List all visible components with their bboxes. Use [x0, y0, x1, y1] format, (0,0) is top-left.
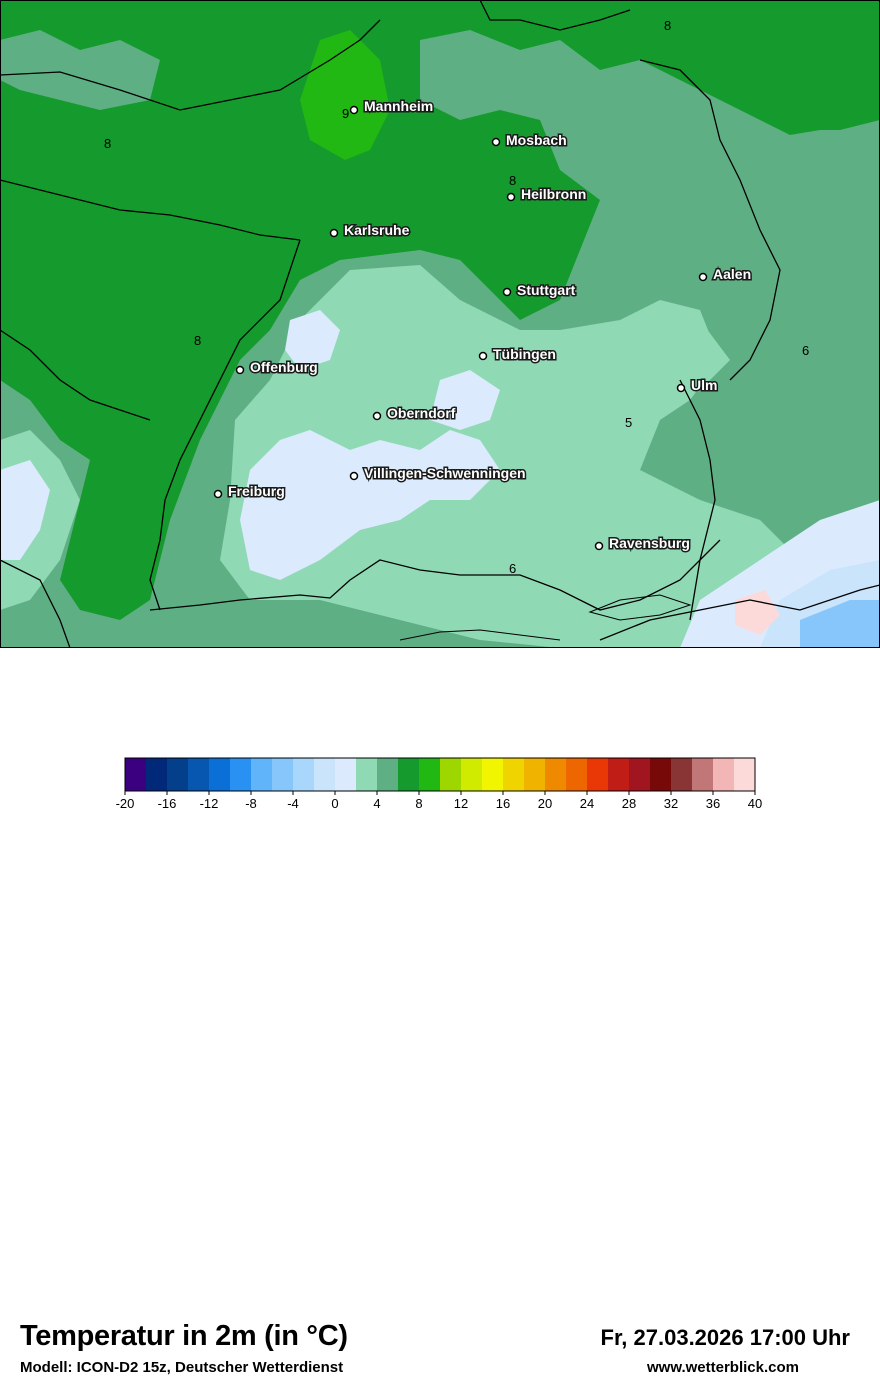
city-label: Ravensburg	[609, 535, 690, 551]
city-label: Aalen	[713, 266, 751, 282]
temperature-map: 8 9 8 8 8 6 5 6 Mannheim Mosbach Heilbro…	[0, 0, 880, 648]
city-oberndorf[interactable]: Oberndorf	[372, 404, 457, 423]
region-2-to-4-alb	[430, 370, 500, 430]
city-marker	[491, 137, 501, 147]
city-marker	[372, 411, 382, 421]
city-mosbach[interactable]: Mosbach	[491, 131, 568, 150]
city-marker	[506, 192, 516, 202]
region-8-to-10-rhine-west	[0, 160, 60, 300]
city-ravensburg[interactable]: Ravensburg	[594, 534, 691, 553]
city-label: Freiburg	[228, 483, 285, 499]
city-label: Mannheim	[364, 98, 433, 114]
country-borders	[0, 0, 880, 648]
city-mannheim[interactable]: Mannheim	[349, 97, 435, 116]
region-8-to-10	[0, 0, 880, 620]
cities: Mannheim Mosbach Heilbronn Karlsruhe Aal…	[213, 97, 753, 553]
city-karlsruhe[interactable]: Karlsruhe	[329, 221, 411, 240]
city-label: Ulm	[691, 377, 717, 393]
city-marker	[213, 489, 223, 499]
city-marker	[502, 287, 512, 297]
contour-label: 9	[342, 106, 349, 121]
city-aalen[interactable]: Aalen	[698, 265, 753, 284]
city-label: Stuttgart	[517, 282, 576, 298]
contour-label: 6	[802, 343, 809, 358]
map-title: Temperatur in 2m (in °C)	[20, 1320, 348, 1352]
contour-label: 6	[509, 561, 516, 576]
region-minus2-to-0-alps	[800, 600, 880, 648]
region-10-to-12	[300, 30, 390, 160]
city-marker	[349, 471, 359, 481]
valid-datetime: Fr, 27.03.2026 17:00 Uhr	[600, 1325, 851, 1350]
city-marker	[478, 351, 488, 361]
contour-label: 8	[509, 173, 516, 188]
city-marker	[594, 541, 604, 551]
region-6-to-8-east	[600, 130, 880, 340]
contour-label: 8	[194, 333, 201, 348]
city-label: Tübingen	[493, 346, 556, 362]
city-label: Offenburg	[250, 359, 318, 375]
city-villingen-schwenningen[interactable]: Villingen-Schwenningen	[349, 464, 527, 483]
city-heilbronn[interactable]: Heilbronn	[506, 185, 588, 204]
city-marker	[698, 272, 708, 282]
lake-outlines	[399, 594, 692, 641]
contour-label: 8	[664, 18, 671, 33]
city-tuebingen[interactable]: Tübingen	[478, 345, 558, 364]
city-label: Oberndorf	[387, 405, 456, 421]
website-link[interactable]: www.wetterblick.com	[647, 1359, 799, 1376]
region-2-to-4-north	[285, 310, 340, 370]
contour-label: 5	[625, 415, 632, 430]
region-2-to-4-west	[0, 460, 50, 560]
city-label: Villingen-Schwenningen	[364, 465, 526, 481]
city-marker	[235, 365, 245, 375]
city-marker	[329, 228, 339, 238]
city-marker	[349, 105, 359, 115]
region-6-to-8-odenwald	[420, 30, 600, 120]
city-freiburg[interactable]: Freiburg	[213, 482, 286, 501]
city-offenburg[interactable]: Offenburg	[235, 358, 319, 377]
footer: Temperatur in 2m (in °C) Modell: ICON-D2…	[0, 648, 880, 1376]
city-label: Mosbach	[506, 132, 567, 148]
contour-labels: 8 9 8 8 8 6 5 6	[104, 18, 809, 576]
city-marker	[676, 383, 686, 393]
region-4-to-6-east	[620, 310, 730, 400]
city-stuttgart[interactable]: Stuttgart	[502, 281, 577, 300]
city-ulm[interactable]: Ulm	[676, 376, 719, 395]
city-label: Heilbronn	[521, 186, 586, 202]
model-info: Modell: ICON-D2 15z, Deutscher Wetterdie…	[20, 1359, 344, 1376]
contour-label: 8	[104, 136, 111, 151]
region-2-to-4-black-forest	[240, 430, 500, 580]
city-label: Karlsruhe	[344, 222, 410, 238]
